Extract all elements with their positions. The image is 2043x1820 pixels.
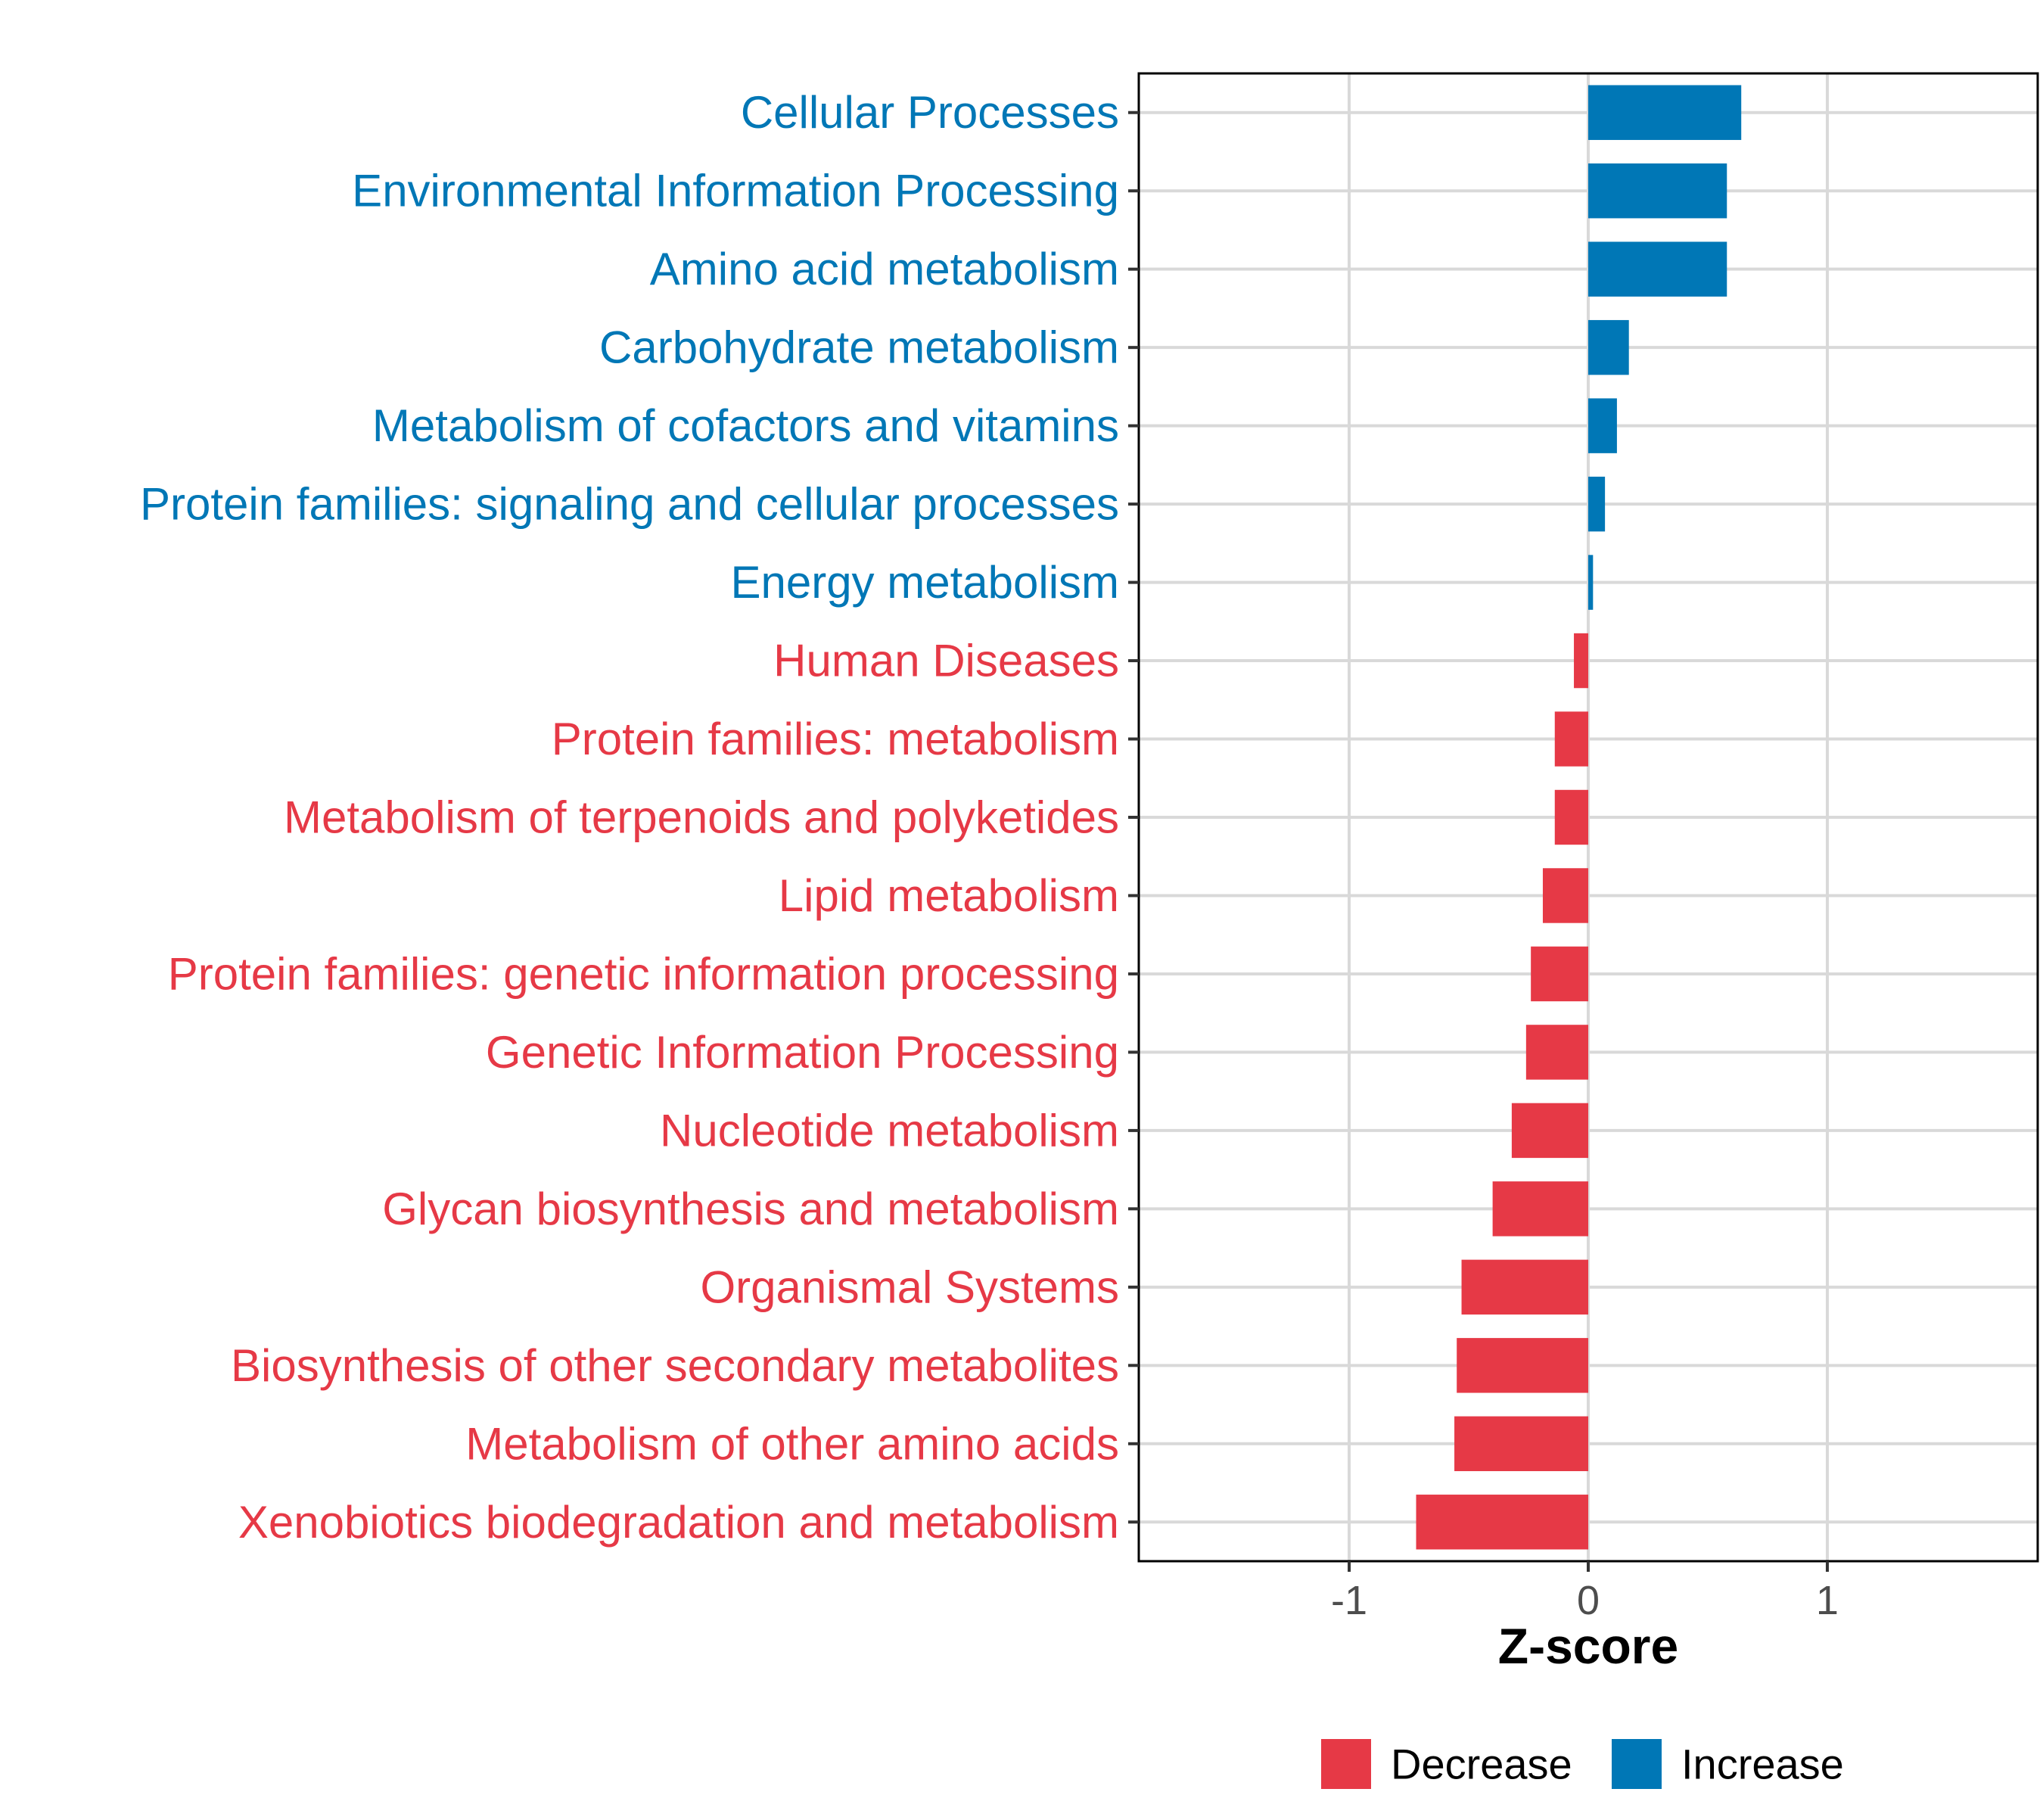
category-label-5: Protein families: signaling and cellular… (140, 479, 1119, 530)
bar-13 (1511, 1103, 1588, 1159)
category-label-6: Energy metabolism (730, 557, 1119, 608)
category-label-17: Metabolism of other amino acids (465, 1418, 1119, 1469)
x-tick-label-2: 1 (1816, 1578, 1839, 1623)
legend-label-decrease: Decrease (1391, 1741, 1572, 1788)
x-axis-title: Z-score (1498, 1618, 1678, 1674)
bar-4 (1588, 398, 1617, 453)
y-axis-labels: Cellular Processes Environmental Informat… (140, 87, 1119, 1548)
bar-2 (1588, 241, 1727, 297)
category-label-11: Protein families: genetic information pr… (168, 948, 1119, 999)
bar-18 (1416, 1495, 1588, 1550)
x-tick-label-0: -1 (1331, 1578, 1367, 1623)
bar-7 (1574, 633, 1588, 689)
bar-9 (1554, 789, 1588, 845)
bar-0 (1588, 85, 1742, 140)
legend-label-increase: Increase (1681, 1741, 1844, 1788)
category-label-12: Genetic Information Processing (486, 1027, 1119, 1078)
category-label-16: Biosynthesis of other secondary metaboli… (231, 1340, 1119, 1391)
category-label-9: Metabolism of terpenoids and polyketides (284, 792, 1119, 843)
bars (1416, 85, 1742, 1550)
category-label-8: Protein families: metabolism (552, 714, 1119, 764)
bar-14 (1492, 1181, 1588, 1237)
category-label-0: Cellular Processes (741, 87, 1119, 138)
category-label-1: Environmental Information Processing (352, 166, 1119, 216)
bar-8 (1554, 711, 1588, 767)
legend-key-decrease (1321, 1739, 1371, 1789)
category-label-3: Carbohydrate metabolism (599, 322, 1119, 373)
y-axis-ticks (1128, 110, 1139, 1524)
bar-15 (1461, 1259, 1588, 1315)
bar-5 (1588, 476, 1606, 532)
bar-3 (1588, 319, 1629, 375)
bar-16 (1457, 1338, 1588, 1393)
bar-10 (1542, 868, 1588, 923)
category-label-4: Metabolism of cofactors and vitamins (372, 400, 1119, 451)
x-axis-ticks: -1 0 1 (1331, 1561, 1839, 1623)
bar-1 (1588, 163, 1727, 219)
bar-6 (1588, 555, 1594, 610)
category-label-10: Lipid metabolism (779, 870, 1119, 921)
bar-17 (1454, 1416, 1588, 1472)
category-label-13: Nucleotide metabolism (660, 1105, 1119, 1156)
category-label-15: Organismal Systems (701, 1262, 1119, 1312)
bar-11 (1531, 946, 1588, 1002)
category-label-18: Xenobiotics biodegradation and metabolis… (238, 1497, 1119, 1548)
category-label-7: Human Diseases (773, 636, 1119, 686)
legend-key-increase (1612, 1739, 1662, 1789)
legend: Decrease Increase (1321, 1739, 1844, 1789)
x-tick-label-1: 0 (1577, 1578, 1600, 1623)
bar-12 (1525, 1025, 1588, 1080)
category-label-2: Amino acid metabolism (650, 244, 1119, 294)
category-label-14: Glycan biosynthesis and metabolism (382, 1184, 1119, 1234)
